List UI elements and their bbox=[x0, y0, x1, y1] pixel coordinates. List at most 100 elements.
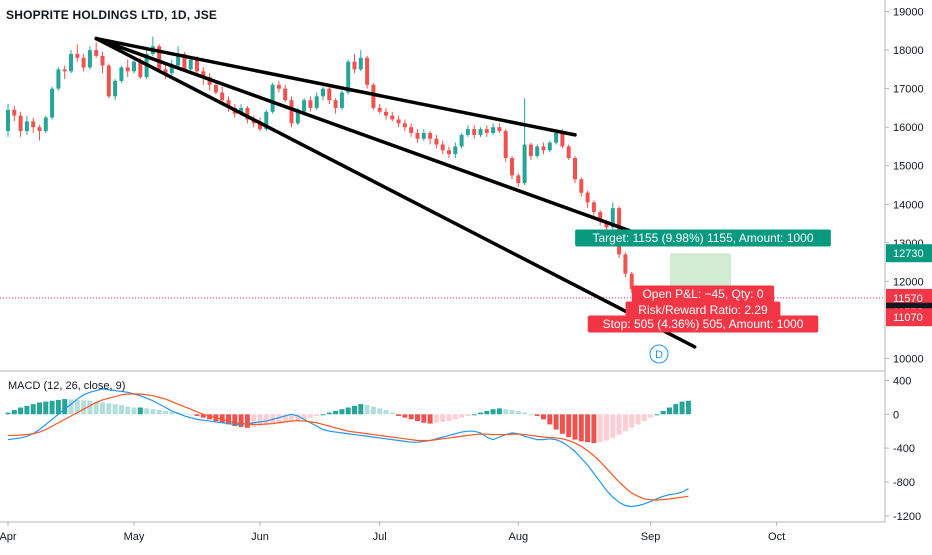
candle-body bbox=[604, 221, 609, 228]
macd-hist-bar bbox=[358, 404, 364, 415]
candle-body bbox=[295, 111, 300, 124]
price-label: 12730 bbox=[893, 248, 924, 260]
candle-body bbox=[421, 132, 426, 139]
candle-body bbox=[169, 65, 174, 74]
macd-hist-bar bbox=[591, 414, 597, 444]
candle-body bbox=[440, 144, 445, 151]
macd-hist-bar bbox=[238, 414, 244, 427]
candle-body bbox=[289, 100, 294, 124]
macd-hist-bar bbox=[295, 414, 301, 422]
macd-hist-bar bbox=[496, 408, 502, 415]
macd-tick-label: 0 bbox=[893, 409, 899, 421]
macd-hist-bar bbox=[490, 409, 496, 415]
macd-hist-bar bbox=[87, 400, 93, 415]
candle-body bbox=[220, 92, 225, 101]
candle-body bbox=[365, 57, 370, 85]
macd-hist-bar bbox=[667, 407, 672, 415]
trendline-1 bbox=[94, 36, 577, 137]
candle-body bbox=[503, 131, 508, 159]
macd-hist-bar bbox=[226, 414, 231, 425]
macd-tick-label: -400 bbox=[893, 443, 915, 455]
macd-hist-bar bbox=[622, 414, 628, 432]
macd-hist-bar bbox=[484, 410, 490, 415]
macd-hist-bar bbox=[660, 410, 666, 415]
dividend-marker: D bbox=[655, 349, 663, 361]
candle-body bbox=[497, 127, 502, 132]
candle-body bbox=[560, 132, 565, 147]
macd-hist-bar bbox=[452, 414, 458, 420]
macd-hist-bar bbox=[62, 399, 68, 415]
price-label-bg bbox=[886, 244, 932, 263]
macd-hist-bar bbox=[610, 414, 616, 438]
macd-hist-bar bbox=[181, 413, 187, 415]
macd-hist-bar bbox=[641, 414, 647, 422]
candle-body bbox=[245, 107, 250, 120]
candle-body bbox=[50, 88, 55, 118]
macd-hist-bar bbox=[433, 414, 439, 423]
candle-body bbox=[346, 61, 351, 93]
candle-body bbox=[226, 100, 231, 108]
price-label-bg bbox=[886, 288, 932, 307]
symbol-title: SHOPRITE HOLDINGS LTD, 1D, JSE bbox=[6, 8, 218, 22]
macd-hist-bar bbox=[188, 414, 194, 416]
candle-body bbox=[157, 46, 162, 70]
position-ratio-label: Risk/Reward Ratio: 2.29 bbox=[638, 303, 768, 317]
macd-hist-bar bbox=[421, 414, 427, 423]
candle-body bbox=[195, 59, 199, 72]
candle-body bbox=[579, 179, 584, 193]
candle-body bbox=[43, 117, 48, 132]
macd-hist-bar bbox=[257, 414, 263, 427]
macd-hist-bar bbox=[43, 401, 49, 415]
macd-hist-bar bbox=[307, 414, 313, 418]
macd-hist-bar bbox=[194, 414, 200, 416]
price-tick-label: 10000 bbox=[893, 353, 924, 365]
macd-hist-bar bbox=[566, 414, 572, 438]
macd-hist-bar bbox=[509, 410, 515, 415]
macd-hist-bar bbox=[244, 414, 250, 428]
macd-hist-bar bbox=[24, 405, 30, 415]
candle-body bbox=[333, 100, 338, 108]
macd-tick-label: 400 bbox=[893, 375, 911, 387]
macd-hist-bar bbox=[11, 410, 17, 415]
price-tick-label: 15000 bbox=[893, 161, 924, 173]
candle-body bbox=[402, 123, 407, 128]
price-tick-label: 16000 bbox=[893, 122, 924, 134]
candle-body bbox=[132, 61, 136, 72]
macd-hist-bar bbox=[352, 405, 357, 415]
candle-body bbox=[201, 71, 206, 78]
macd-hist-bar bbox=[125, 406, 131, 415]
macd-hist-bar bbox=[635, 414, 641, 425]
macd-hist-bar bbox=[459, 414, 465, 418]
macd-hist-bar bbox=[150, 409, 156, 415]
trendline-3 bbox=[94, 36, 697, 349]
candle-body bbox=[87, 50, 92, 68]
candle-body bbox=[547, 142, 552, 151]
candle-body bbox=[62, 69, 67, 72]
price-tick-label: 18000 bbox=[893, 45, 924, 57]
macd-hist-bar bbox=[93, 401, 99, 415]
macd-hist-bar bbox=[585, 414, 591, 443]
candle-body bbox=[24, 121, 29, 132]
macd-hist-bar bbox=[377, 408, 383, 415]
candle-body bbox=[276, 84, 281, 89]
candle-body bbox=[510, 158, 514, 176]
price-tick-label: 14000 bbox=[893, 199, 924, 211]
time-tick-label: May bbox=[124, 531, 145, 543]
candle-body bbox=[163, 69, 168, 74]
macd-hist-bar bbox=[679, 401, 685, 415]
candle-body bbox=[352, 61, 357, 70]
price-label: 11570 bbox=[893, 293, 923, 305]
macd-hist-bar bbox=[163, 410, 168, 415]
candle-body bbox=[377, 107, 382, 112]
macd-hist-bar bbox=[578, 414, 584, 442]
macd-hist-bar bbox=[55, 399, 61, 415]
price-label-bg bbox=[886, 308, 932, 327]
macd-hist-bar bbox=[232, 414, 238, 427]
candle-body bbox=[465, 129, 470, 135]
macd-hist-bar bbox=[118, 404, 124, 415]
macd-hist-bar bbox=[18, 407, 24, 415]
position-pnl-label: Open P&L: −45, Qty: 0 bbox=[642, 287, 763, 301]
macd-hist-bar bbox=[471, 414, 477, 416]
